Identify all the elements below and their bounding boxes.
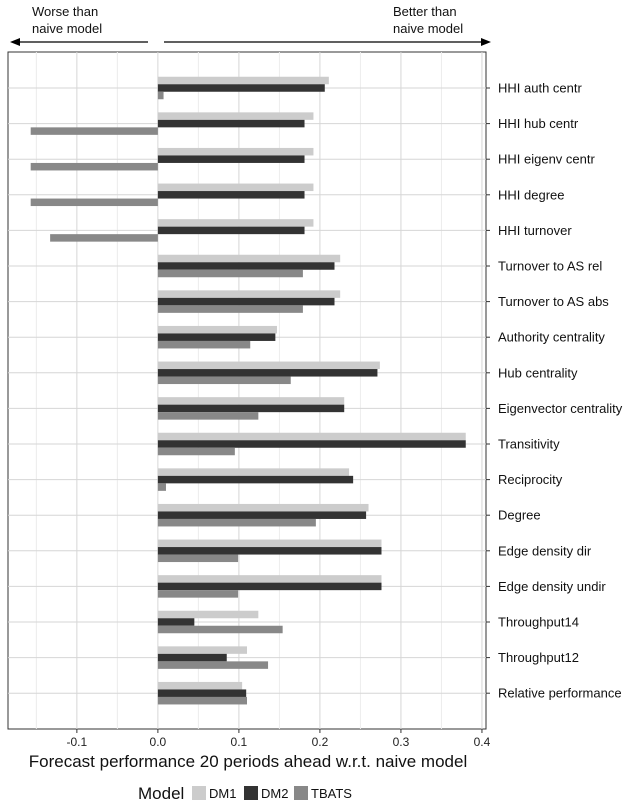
bar-dm2 — [157, 440, 466, 448]
legend-swatch-dm1 — [192, 786, 206, 800]
bar-dm1 — [157, 254, 341, 263]
category-label: HHI degree — [498, 187, 564, 202]
category-label: Authority centrality — [498, 330, 605, 345]
bar-dm2 — [157, 333, 276, 341]
legend: Model DM1 DM2 TBATS — [138, 784, 352, 803]
category-label: Turnover to AS rel — [498, 259, 602, 274]
bar-dm2 — [157, 369, 378, 377]
worse-label-line2: naive model — [32, 21, 102, 36]
bar-tbats — [157, 554, 239, 563]
category-label: Eigenvector centrality — [498, 401, 623, 416]
bar-dm2 — [157, 618, 195, 626]
bar-tbats — [157, 590, 239, 598]
bar-dm1 — [157, 681, 243, 690]
better-label-line1: Better than — [393, 4, 457, 19]
worse-arrowhead — [10, 38, 20, 46]
category-label: HHI hub centr — [498, 116, 579, 131]
bar-dm2 — [157, 689, 247, 697]
bar-tbats — [157, 483, 166, 491]
x-tick-label: 0.4 — [474, 735, 491, 749]
x-tick-label: 0.0 — [150, 735, 167, 749]
bar-tbats — [30, 127, 158, 135]
bar-dm1 — [157, 503, 369, 512]
bar-dm1 — [157, 76, 329, 85]
bar-tbats — [157, 625, 283, 634]
category-label: Throughput14 — [498, 615, 579, 630]
bar-tbats — [157, 447, 235, 456]
category-label: Throughput12 — [498, 650, 579, 665]
worse-label-line1: Worse than — [32, 4, 98, 19]
bar-dm2 — [157, 475, 354, 484]
bar-tbats — [157, 696, 247, 705]
bar-dm1 — [157, 290, 341, 298]
bar-dm1 — [157, 147, 314, 156]
x-axis-title: Forecast performance 20 periods ahead w.… — [29, 752, 467, 771]
legend-label-dm2: DM2 — [261, 786, 288, 801]
legend-title: Model — [138, 784, 184, 803]
category-label: Transitivity — [498, 437, 560, 452]
bar-dm1 — [157, 183, 314, 192]
bar-dm2 — [157, 119, 305, 128]
x-tick-labels: -0.1 0.0 0.1 0.2 0.3 0.4 — [67, 729, 491, 749]
bar-dm1 — [157, 397, 345, 405]
category-label: Edge density undir — [498, 579, 606, 594]
bar-tbats — [30, 198, 158, 207]
bar-dm1 — [157, 610, 259, 619]
x-tick-label: -0.1 — [67, 735, 88, 749]
bar-dm2 — [157, 297, 335, 306]
bar-dm1 — [157, 575, 382, 583]
bar-dm2 — [157, 262, 335, 270]
bar-dm2 — [157, 582, 382, 591]
category-label: Hub centrality — [498, 365, 578, 380]
bar-tbats — [157, 412, 259, 420]
category-label: Degree — [498, 508, 541, 523]
bar-tbats — [157, 340, 251, 349]
bar-dm2 — [157, 155, 305, 163]
bar-dm1 — [157, 219, 314, 227]
bar-dm2 — [157, 547, 382, 555]
bar-dm2 — [157, 226, 305, 235]
bar-dm2 — [157, 84, 325, 92]
bar-tbats — [157, 518, 316, 527]
category-label: HHI turnover — [498, 223, 572, 238]
better-label-line2: naive model — [393, 21, 463, 36]
bar-dm1 — [157, 361, 380, 370]
bar-dm2 — [157, 404, 345, 413]
bar-dm2 — [157, 653, 227, 662]
better-arrowhead — [481, 38, 491, 46]
category-label: HHI eigenv centr — [498, 152, 595, 167]
bar-tbats — [50, 234, 158, 242]
bar-tbats — [157, 376, 291, 385]
category-label: Turnover to AS abs — [498, 294, 609, 309]
bar-tbats — [157, 305, 303, 313]
bar-tbats — [30, 162, 158, 171]
bars-group — [30, 76, 466, 705]
bar-tbats — [157, 661, 269, 669]
legend-items: DM1 DM2 TBATS — [192, 786, 352, 801]
x-tick-label: 0.2 — [312, 735, 329, 749]
category-label: Relative performance — [498, 686, 622, 701]
category-label: Reciprocity — [498, 472, 563, 487]
bar-dm2 — [157, 191, 305, 199]
bar-dm1 — [157, 432, 466, 441]
x-tick-label: 0.3 — [393, 735, 410, 749]
bar-dm1 — [157, 325, 277, 334]
bar-tbats — [157, 269, 303, 278]
x-tick-label: 0.1 — [231, 735, 248, 749]
bar-dm1 — [157, 468, 350, 476]
legend-label-dm1: DM1 — [209, 786, 236, 801]
bar-dm1 — [157, 646, 247, 654]
category-label: Edge density dir — [498, 543, 592, 558]
bar-dm2 — [157, 511, 367, 519]
bar-dm1 — [157, 539, 382, 548]
bar-tbats — [157, 91, 164, 100]
category-label: HHI auth centr — [498, 81, 582, 96]
bar-dm1 — [157, 112, 314, 120]
legend-swatch-dm2 — [244, 786, 258, 800]
legend-label-tbats: TBATS — [311, 786, 352, 801]
annotation-group: Worse than naive model Better than naive… — [10, 4, 491, 46]
category-labels: HHI auth centr HHI hub centr HHI eigenv ce… — [486, 81, 623, 701]
legend-swatch-tbats — [294, 786, 308, 800]
